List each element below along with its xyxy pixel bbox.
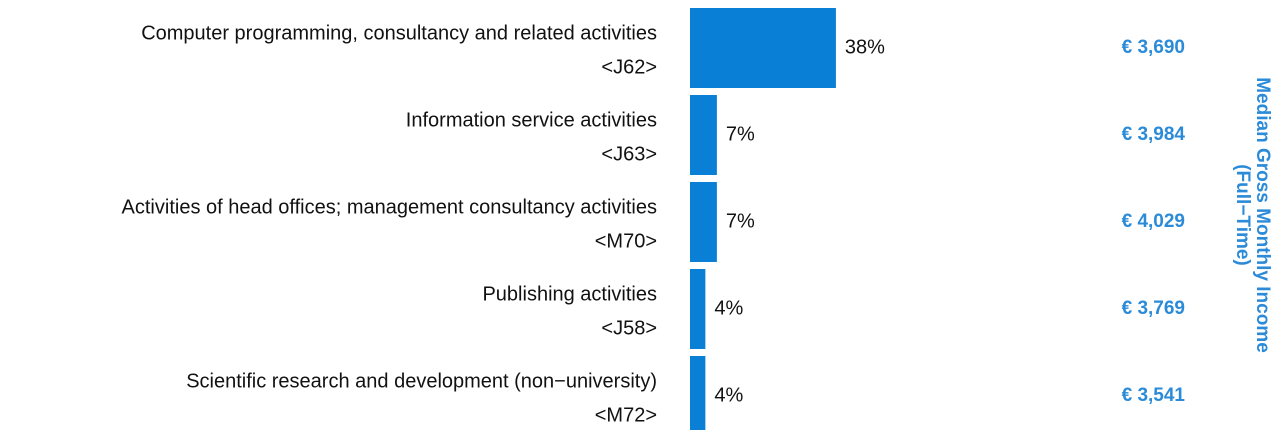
category-code: <J58> <box>601 317 657 339</box>
value-label: 4% <box>714 297 743 319</box>
category-code: <M70> <box>595 230 657 252</box>
category-label: Information service activities <box>406 109 657 131</box>
value-label: 38% <box>845 36 885 58</box>
income-title: Median Gross Monthly Income(Full−Time) <box>1232 77 1273 353</box>
value-label: 4% <box>714 384 743 406</box>
bar <box>690 269 706 349</box>
income-label: € 3,541 <box>1122 385 1186 406</box>
category-code: <J62> <box>601 56 657 78</box>
category-label: Scientific research and development (non… <box>186 370 657 392</box>
bar <box>690 356 706 430</box>
category-code: <M72> <box>595 404 657 426</box>
value-label: 7% <box>726 210 755 232</box>
value-label: 7% <box>726 123 755 145</box>
income-label: € 4,029 <box>1122 211 1185 232</box>
category-label: Computer programming, consultancy and re… <box>141 22 657 44</box>
bar <box>690 95 717 175</box>
income-label: € 3,769 <box>1122 298 1185 319</box>
bar <box>690 182 717 262</box>
income-label: € 3,690 <box>1122 37 1185 58</box>
category-label: Publishing activities <box>482 283 657 305</box>
income-title-line: (Full−Time) <box>1232 164 1253 266</box>
income-label: € 3,984 <box>1122 124 1186 145</box>
income-title-line: Median Gross Monthly Income <box>1252 77 1273 353</box>
bar <box>690 8 836 88</box>
category-code: <J63> <box>601 143 657 165</box>
category-label: Activities of head offices; management c… <box>122 196 657 218</box>
